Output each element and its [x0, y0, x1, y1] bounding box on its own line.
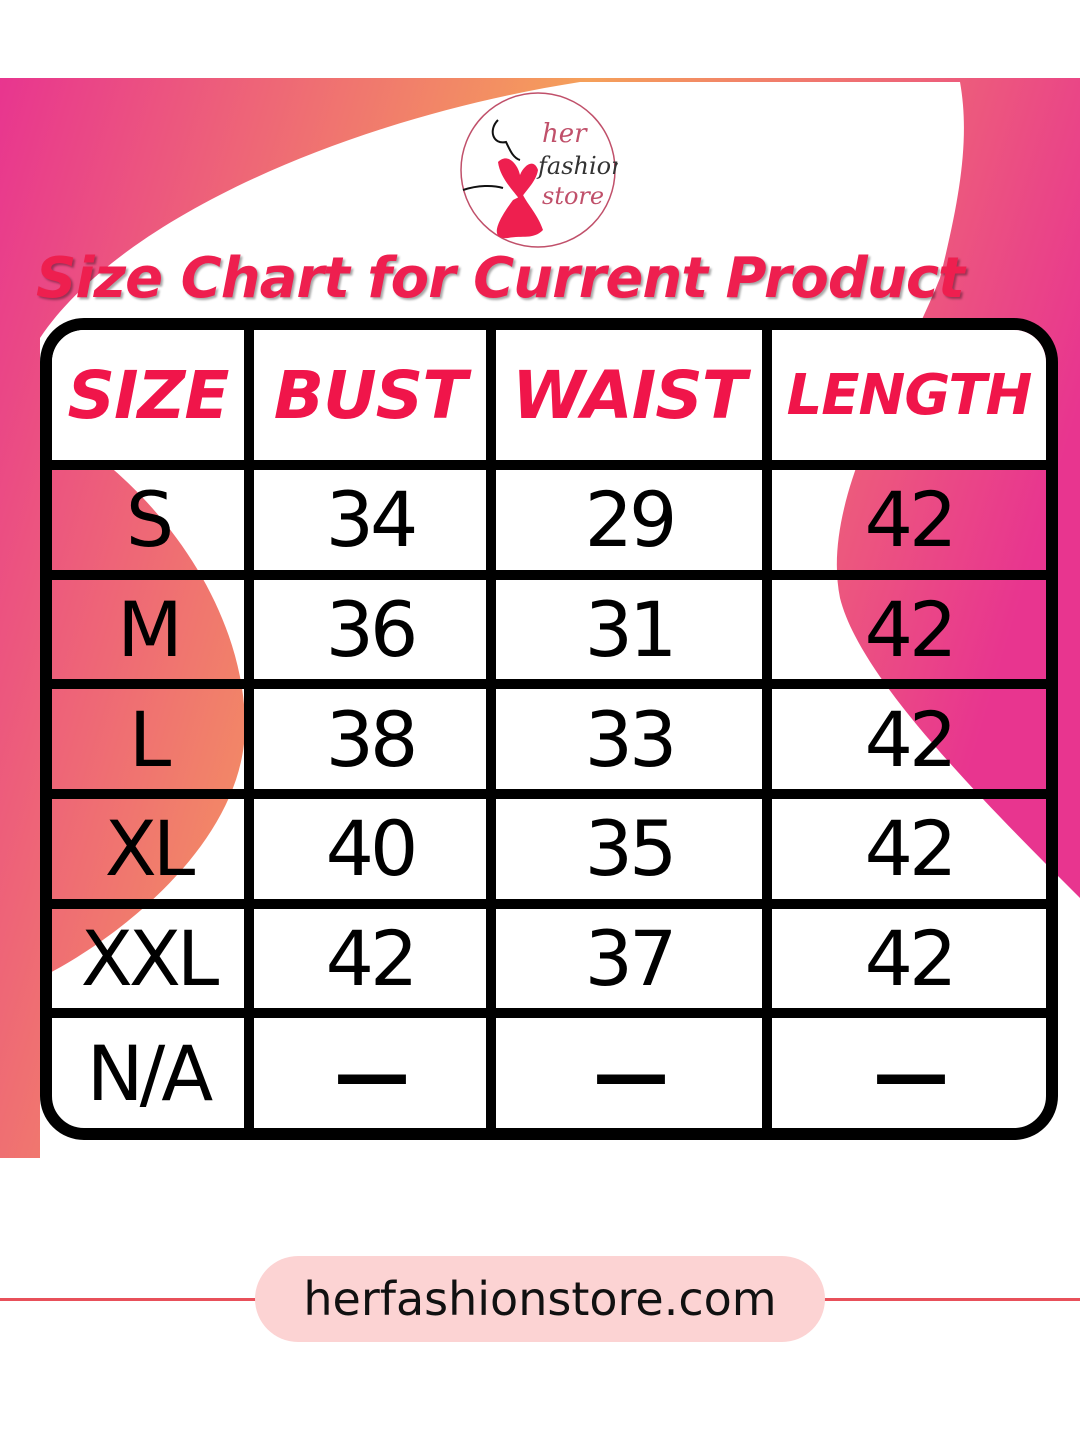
column-header-waist: WAIST — [496, 330, 772, 470]
measurement-cell-length: 42 — [772, 799, 1046, 909]
measurement-cell-length: 42 — [772, 689, 1046, 799]
measurement-cell-bust: 38 — [254, 689, 496, 799]
measurement-cell-waist: — — [496, 1018, 772, 1128]
size-chart-table: SIZE BUST WAIST LENGTH S 34 29 42 M 36 31 42 L 38 33 42… — [40, 318, 1058, 1140]
measurement-cell-bust: 36 — [254, 579, 496, 690]
svg-text:her: her — [542, 119, 588, 149]
size-label-cell: S — [52, 470, 254, 580]
measurement-cell-waist: 35 — [496, 798, 772, 909]
measurement-cell-bust: 40 — [254, 798, 496, 909]
size-label-cell: XL — [52, 798, 254, 909]
measurement-cell-length: 42 — [772, 909, 1046, 1019]
website-link[interactable]: herfashionstore.com — [255, 1256, 825, 1342]
size-label-cell: M — [52, 579, 254, 690]
size-label-cell: XXL — [52, 908, 254, 1019]
svg-text:store: store — [542, 182, 604, 210]
measurement-cell-length: 42 — [772, 470, 1046, 580]
column-header-size: SIZE — [52, 330, 254, 470]
measurement-cell-bust: 34 — [254, 470, 496, 580]
size-label-cell: N/A — [52, 1018, 254, 1128]
brand-logo: her fashion store — [460, 92, 618, 248]
column-header-bust: BUST — [254, 330, 496, 470]
svg-text:fashion: fashion — [536, 152, 618, 180]
page-title: Size Chart for Current Product — [36, 246, 965, 311]
measurement-cell-waist: 31 — [496, 579, 772, 690]
measurement-cell-waist: 33 — [496, 689, 772, 799]
measurement-cell-waist: 29 — [496, 470, 772, 580]
measurement-cell-bust: — — [254, 1018, 496, 1128]
measurement-cell-length: — — [873, 1028, 949, 1118]
column-header-length: LENGTH — [772, 330, 1046, 470]
measurement-cell-waist: 37 — [496, 908, 772, 1019]
measurement-cell-length: 42 — [772, 580, 1046, 690]
size-label-cell: L — [52, 689, 254, 799]
measurement-cell-bust: 42 — [254, 908, 496, 1019]
